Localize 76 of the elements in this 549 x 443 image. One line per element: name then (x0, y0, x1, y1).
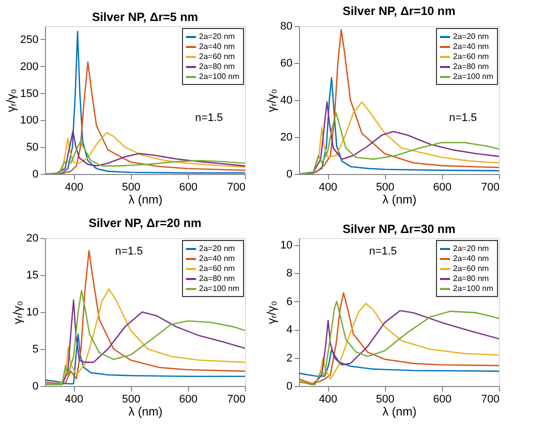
y-tick-label: 0 (32, 168, 38, 180)
legend-label: 2a=20 nm (453, 32, 490, 41)
legend-label: 2a=80 nm (199, 274, 236, 283)
y-tick-label: 20 (280, 132, 292, 144)
x-axis-title: λ (nm) (382, 404, 416, 418)
legend-label: 2a=60 nm (199, 52, 236, 61)
x-tick-label: 700 (481, 394, 500, 406)
legend-label: 2a=40 nm (453, 254, 490, 263)
x-tick-label: 700 (227, 182, 246, 194)
y-axis-title: γᵣ/γ₀ (264, 300, 278, 324)
legend-label: 2a=60 nm (453, 52, 490, 61)
legend-label: 2a=20 nm (199, 244, 236, 253)
x-tick-label: 500 (376, 182, 394, 194)
x-tick-label: 400 (318, 394, 338, 406)
chart-title: Silver NP, Δr=20 nm (88, 216, 202, 230)
annotation: n=1.5 (115, 245, 143, 258)
legend-label: 2a=40 nm (199, 254, 236, 263)
y-tick-label: 150 (20, 88, 38, 100)
y-tick-label: 50 (26, 142, 38, 154)
annotation: n=1.5 (449, 112, 477, 124)
legend-label: 2a=40 nm (199, 42, 236, 51)
y-tick-label: 8 (286, 268, 292, 280)
legend-label: 2a=60 nm (199, 264, 236, 273)
x-tick-label: 500 (122, 394, 140, 406)
x-axis-title: λ (nm) (128, 192, 162, 206)
x-tick-label: 500 (376, 394, 394, 406)
y-tick-label: 40 (280, 94, 292, 106)
line-series (299, 348, 499, 377)
y-tick-label: 60 (280, 58, 292, 70)
chart-title: Silver NP, Δr=30 nm (342, 222, 456, 236)
annotation: n=1.5 (195, 112, 223, 124)
y-tick-label: 15 (26, 270, 38, 282)
y-tick-label: 0 (286, 168, 292, 180)
x-tick-label: 400 (64, 394, 84, 406)
legend-label: 2a=80 nm (453, 62, 490, 71)
legend-label: 2a=40 nm (453, 42, 490, 51)
legend-label: 2a=100 nm (199, 284, 240, 293)
y-tick-label: 10 (280, 240, 292, 252)
chart-title: Silver NP, Δr=10 nm (342, 4, 456, 18)
x-tick-label: 700 (481, 182, 500, 194)
y-tick-label: 100 (20, 114, 38, 127)
y-tick-label: 2 (286, 352, 292, 364)
legend-label: 2a=20 nm (199, 32, 236, 41)
y-tick-label: 200 (20, 60, 38, 73)
x-axis-title: λ (nm) (128, 404, 162, 418)
y-axis-title: γᵣ/γ₀ (264, 88, 278, 112)
legend-label: 2a=100 nm (199, 72, 240, 81)
chart-title: Silver NP, Δr=5 nm (92, 10, 198, 24)
legend-label: 2a=60 nm (453, 264, 490, 273)
legend-label: 2a=100 nm (453, 72, 494, 81)
y-tick-label: 0 (286, 380, 292, 392)
y-tick-label: 5 (32, 344, 38, 356)
y-tick-label: 4 (286, 324, 292, 336)
legend-label: 2a=80 nm (199, 62, 236, 71)
y-axis-title: γᵣ/γ₀ (4, 88, 18, 112)
y-tick-label: 80 (280, 20, 292, 32)
x-tick-label: 600 (179, 182, 198, 194)
y-tick-label: 250 (20, 34, 38, 46)
x-tick-label: 600 (433, 182, 452, 194)
y-tick-label: 0 (32, 380, 38, 392)
x-tick-label: 400 (64, 182, 84, 194)
x-tick-label: 500 (122, 182, 140, 194)
y-tick-label: 10 (26, 306, 38, 318)
x-tick-label: 700 (227, 394, 246, 406)
legend-label: 2a=20 nm (453, 244, 490, 253)
annotation: n=1.5 (369, 245, 397, 258)
y-axis-title: γᵣ/γ₀ (10, 300, 24, 324)
line-series (45, 334, 245, 384)
x-tick-label: 600 (179, 394, 198, 406)
x-tick-label: 600 (433, 394, 452, 406)
y-tick-label: 20 (26, 232, 38, 244)
legend-label: 2a=80 nm (453, 274, 490, 283)
x-tick-label: 400 (318, 182, 338, 194)
x-axis-title: λ (nm) (382, 192, 416, 206)
y-tick-label: 6 (286, 296, 292, 308)
legend-label: 2a=100 nm (453, 284, 494, 293)
